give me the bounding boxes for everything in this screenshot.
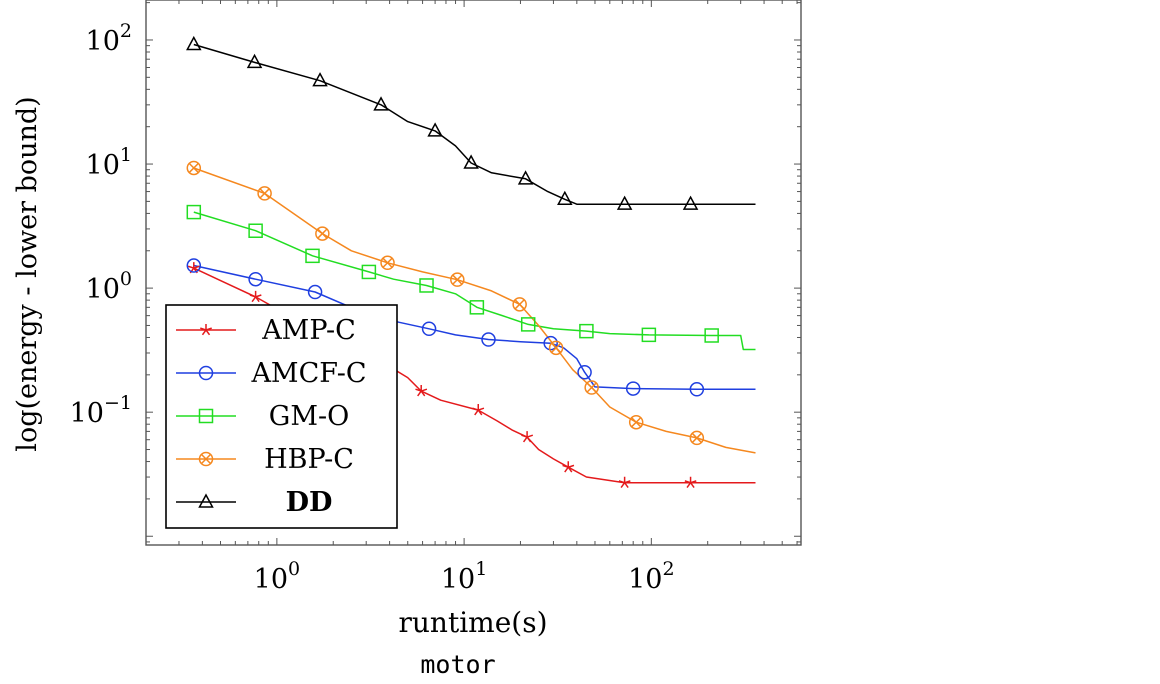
data-point-hbp-c	[257, 186, 272, 201]
data-point-hbp-c	[380, 255, 395, 271]
legend-marker	[200, 324, 212, 336]
x-tick-labels: 100 101 102	[254, 558, 675, 595]
data-point-amcf-c	[625, 381, 641, 396]
data-point-gm-o	[305, 248, 320, 264]
series-markers	[186, 35, 719, 489]
data-point-dd	[312, 72, 328, 87]
data-point-dd	[463, 154, 479, 169]
data-point-dd	[246, 53, 263, 69]
legend-label: AMCF-C	[250, 358, 366, 389]
x-axis-label: runtime(s)	[399, 606, 548, 639]
data-point-hbp-c	[186, 160, 202, 176]
legend: AMP-C AMCF-C GM-O HBP-C DD	[165, 304, 398, 529]
y-tick-label: 102	[86, 20, 132, 57]
data-point-amcf-c	[481, 332, 496, 347]
data-point-amcf-c	[543, 335, 558, 351]
legend-entry-gm-o: GM-O	[176, 401, 349, 432]
legend-label: HBP-C	[264, 444, 354, 475]
series-line-gm-o	[193, 211, 756, 351]
data-point-dd	[373, 96, 389, 111]
data-point-hbp-c	[450, 272, 465, 287]
data-point-amp-c	[472, 404, 485, 416]
data-point-hbp-c	[315, 226, 330, 241]
x-tick-label: 101	[441, 558, 487, 595]
data-point-hbp-c	[584, 380, 599, 395]
data-point-gm-o	[248, 223, 263, 238]
data-point-gm-o	[641, 327, 657, 343]
data-point-gm-o	[186, 204, 202, 220]
data-point-dd	[682, 195, 699, 210]
legend-label: GM-O	[269, 401, 349, 432]
data-point-gm-o	[704, 328, 719, 343]
y-tick-label: 101	[86, 144, 132, 181]
series-line-hbp-c	[193, 167, 756, 454]
data-point-dd	[517, 170, 534, 185]
data-point-amp-c	[562, 461, 575, 473]
data-point-dd	[427, 122, 443, 137]
data-point-amcf-c	[307, 284, 323, 300]
data-point-amp-c	[415, 385, 428, 397]
data-point-amcf-c	[689, 382, 705, 397]
data-point-amcf-c	[248, 271, 263, 287]
y-tick-labels: 10−1 100 101 102	[70, 20, 132, 429]
legend-marker	[198, 451, 214, 467]
data-point-amp-c	[618, 476, 631, 489]
data-point-amp-c	[521, 431, 534, 443]
data-point-dd	[557, 190, 573, 206]
data-point-amcf-c	[577, 364, 592, 380]
data-point-gm-o	[361, 264, 377, 280]
legend-entry-dd: DD	[176, 487, 332, 518]
minor-ticks	[145, 0, 801, 545]
legend-label: DD	[286, 487, 333, 518]
data-point-dd	[186, 35, 202, 51]
data-point-gm-o	[579, 323, 594, 339]
data-point-amp-c	[684, 476, 697, 489]
legend-entry-amcf-c: AMCF-C	[176, 358, 367, 389]
legend-entry-amp-c: AMP-C	[176, 315, 356, 346]
data-point-amcf-c	[421, 321, 437, 337]
y-axis-label: log(energy - lower bound)	[12, 96, 43, 451]
legend-marker	[198, 365, 214, 381]
x-tick-label: 102	[628, 558, 674, 595]
data-point-gm-o	[520, 317, 536, 332]
legend-label: AMP-C	[261, 315, 356, 346]
data-point-gm-o	[419, 278, 434, 293]
legend-marker	[198, 493, 214, 508]
data-point-gm-o	[469, 300, 485, 315]
legend-marker	[198, 408, 214, 424]
data-point-hbp-c	[628, 414, 644, 430]
data-point-hbp-c	[512, 297, 527, 312]
chart-caption: motor	[420, 650, 495, 679]
data-point-amcf-c	[186, 258, 202, 273]
y-tick-label: 10−1	[70, 392, 132, 429]
data-point-hbp-c	[548, 340, 564, 356]
data-point-amp-c	[187, 262, 200, 274]
data-point-hbp-c	[689, 430, 705, 446]
major-ticks	[146, 0, 801, 545]
legend-entry-hbp-c: HBP-C	[176, 444, 354, 475]
axes-frame	[145, 0, 802, 546]
series-line-dd	[193, 43, 756, 205]
data-point-dd	[616, 195, 633, 210]
y-tick-label: 100	[86, 268, 132, 305]
x-tick-label: 100	[254, 558, 300, 595]
data-point-amp-c	[249, 290, 262, 303]
